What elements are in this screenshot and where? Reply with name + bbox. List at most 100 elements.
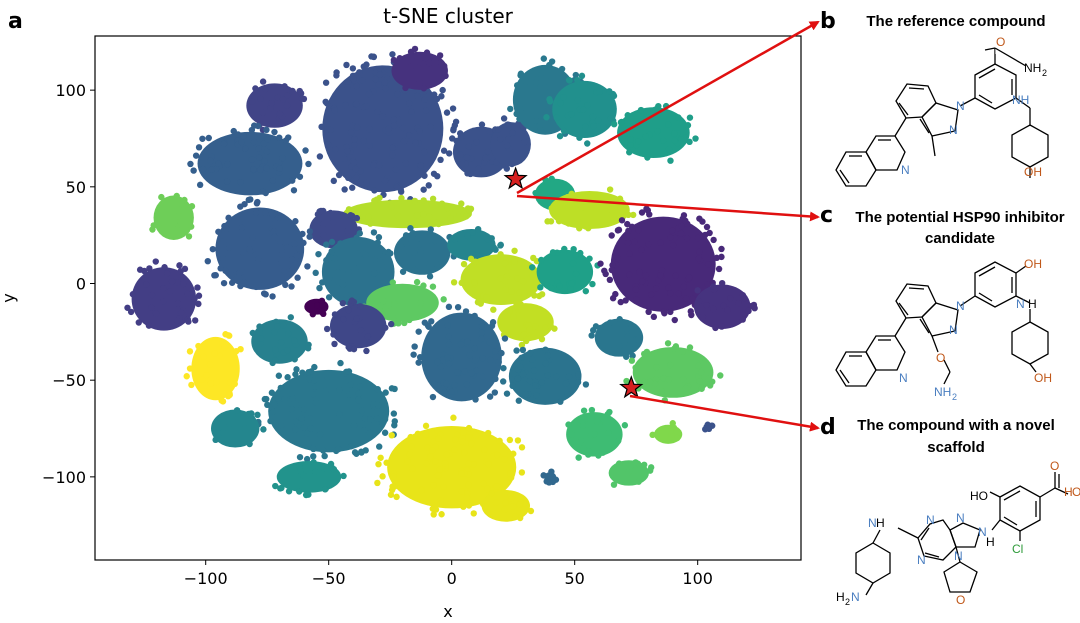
cluster-26: [304, 297, 329, 318]
arrow-to-b: [516, 20, 820, 195]
panel-letter-b: b: [820, 9, 836, 34]
svg-text:O: O: [1050, 459, 1059, 473]
annotation-c-title-1: The potential HSP90 inhibitor: [855, 209, 1064, 226]
svg-text:N: N: [956, 511, 965, 525]
cluster-34: [499, 346, 590, 405]
svg-text:2: 2: [952, 392, 957, 402]
annotation-c-title-2: candidate: [925, 230, 995, 247]
svg-text:HO: HO: [970, 489, 988, 503]
panel-letter-a: a: [8, 9, 23, 34]
svg-text:O: O: [936, 351, 945, 365]
cluster-25: [323, 297, 395, 355]
y-tick-label: 50: [66, 178, 86, 197]
svg-text:OH: OH: [1024, 257, 1042, 271]
x-tick-label: 100: [682, 569, 713, 588]
cluster-2: [390, 45, 449, 92]
svg-text:OH: OH: [1024, 165, 1042, 179]
cluster-29: [183, 331, 244, 405]
svg-text:O: O: [996, 35, 1005, 49]
cluster-10: [342, 194, 475, 229]
cluster-7: [543, 72, 618, 147]
svg-text:N: N: [954, 549, 963, 563]
structure-reference-atoms: O NH 2 NH OH N N N: [901, 35, 1047, 179]
cluster-33: [272, 459, 347, 499]
panel-letter-c: c: [820, 203, 833, 228]
cluster-21: [597, 205, 725, 324]
svg-text:OH: OH: [1034, 371, 1052, 385]
cluster-31: [255, 359, 398, 463]
svg-text:N: N: [956, 299, 965, 313]
svg-text:H: H: [876, 516, 885, 530]
y-tick-label: −50: [52, 371, 86, 390]
highlight-star-0: [503, 166, 528, 190]
svg-text:2: 2: [1042, 68, 1047, 78]
cluster-42: [702, 421, 716, 433]
cluster-20: [528, 245, 601, 295]
cluster-1: [246, 78, 308, 134]
cluster-27: [410, 303, 509, 403]
x-tick-label: −50: [312, 569, 346, 588]
cluster-17: [447, 225, 504, 265]
cluster-12: [149, 192, 196, 240]
y-tick-label: 0: [76, 274, 86, 293]
annotation-d-title-2: scaffold: [927, 439, 985, 456]
svg-text:O: O: [956, 593, 965, 607]
svg-text:N: N: [926, 513, 935, 527]
annotation-b-title: The reference compound: [866, 13, 1045, 30]
svg-text:NH: NH: [934, 385, 951, 399]
cluster-15: [312, 229, 399, 315]
svg-text:N: N: [949, 123, 958, 137]
y-tick-label: −100: [42, 468, 86, 487]
y-tick-label: 100: [55, 81, 86, 100]
structure-novel-scaffold: [855, 472, 1069, 596]
svg-text:H: H: [1028, 297, 1037, 311]
arrow-to-d: [629, 394, 820, 432]
cluster-19: [497, 300, 558, 349]
cluster-16: [387, 225, 457, 280]
cluster-18: [450, 247, 553, 313]
structure-reference-compound: [835, 47, 1049, 187]
highlight-star-1: [619, 375, 644, 399]
structure-novel-atoms: O H O HO Cl N H N N N N N H H 2 N O: [836, 459, 1080, 607]
x-tick-label: −100: [184, 569, 228, 588]
svg-text:N: N: [899, 371, 908, 385]
x-axis-ticks: −100 −50 0 50 100: [184, 560, 713, 588]
svg-text:N: N: [1016, 297, 1025, 311]
cluster-41: [540, 468, 560, 486]
svg-text:N: N: [978, 525, 987, 539]
svg-text:Cl: Cl: [1012, 542, 1023, 556]
x-tick-label: 0: [447, 569, 457, 588]
svg-text:N: N: [956, 99, 965, 113]
chart-title: t-SNE cluster: [383, 4, 514, 28]
cluster-35: [623, 340, 724, 404]
svg-text:H: H: [986, 535, 995, 549]
cluster-32: [211, 407, 267, 448]
annotation-d-title-1: The compound with a novel: [857, 417, 1055, 434]
plot-frame: [94, 35, 802, 561]
cluster-36: [565, 406, 629, 461]
highlighted-points: [503, 166, 644, 399]
svg-text:N: N: [949, 323, 958, 337]
cluster-40: [481, 489, 535, 522]
svg-text:O: O: [1072, 485, 1080, 499]
x-axis-label: x: [443, 602, 452, 621]
svg-text:N: N: [851, 590, 860, 604]
cluster-14: [204, 198, 314, 300]
svg-text:NH: NH: [1024, 61, 1041, 75]
structure-hsp90-candidate: [835, 261, 1049, 387]
y-axis-ticks: −100 −50 0 50 100: [42, 81, 95, 487]
cluster-8: [610, 102, 699, 164]
svg-text:NH: NH: [1012, 93, 1029, 107]
svg-text:H: H: [1064, 485, 1073, 499]
x-tick-label: 50: [565, 569, 585, 588]
svg-text:N: N: [868, 516, 877, 530]
svg-text:N: N: [917, 553, 926, 567]
svg-text:N: N: [901, 163, 910, 177]
svg-text:H: H: [836, 590, 845, 604]
scatter-clusters: [124, 45, 758, 522]
y-axis-label: y: [0, 293, 18, 302]
cluster-28: [588, 316, 644, 360]
cluster-23: [124, 258, 203, 331]
cluster-22: [694, 279, 758, 332]
